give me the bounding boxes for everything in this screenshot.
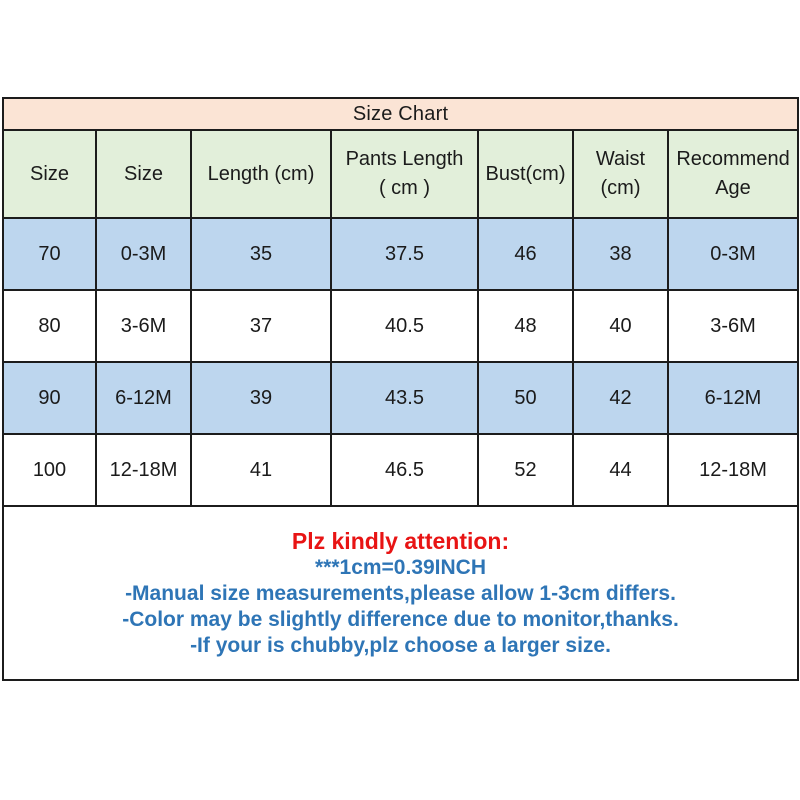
table-cell: 44 bbox=[572, 433, 669, 507]
table-cell: 37.5 bbox=[330, 217, 479, 291]
note-line-color-difference: -Color may be slightly difference due to… bbox=[122, 607, 679, 631]
table-row-100: 100 12-18M 41 46.5 52 44 12-18M bbox=[2, 433, 800, 507]
table-cell: 38 bbox=[572, 217, 669, 291]
table-cell: 3-6M bbox=[666, 289, 800, 363]
column-header-length: Length (cm) bbox=[190, 129, 332, 219]
column-header-waist: Waist (cm) bbox=[572, 129, 669, 219]
table-cell: 39 bbox=[190, 361, 332, 435]
table-cell: 43.5 bbox=[330, 361, 479, 435]
table-cell: 0-3M bbox=[666, 217, 800, 291]
column-header-size-age: Size bbox=[95, 129, 192, 219]
table-cell: 46.5 bbox=[330, 433, 479, 507]
column-header-size: Size bbox=[2, 129, 97, 219]
table-cell: 52 bbox=[477, 433, 574, 507]
table-cell: 46 bbox=[477, 217, 574, 291]
table-cell: 12-18M bbox=[666, 433, 800, 507]
table-cell: 40.5 bbox=[330, 289, 479, 363]
table-cell: 37 bbox=[190, 289, 332, 363]
title-row: Size Chart bbox=[1, 97, 800, 131]
note-line-manual-measure: -Manual size measurements,please allow 1… bbox=[125, 581, 676, 605]
table-cell: 48 bbox=[477, 289, 574, 363]
table-cell: 100 bbox=[2, 433, 97, 507]
table-row-90: 90 6-12M 39 43.5 50 42 6-12M bbox=[2, 361, 800, 435]
table-cell: 6-12M bbox=[666, 361, 800, 435]
table-cell: 0-3M bbox=[95, 217, 192, 291]
note-line-chubby: -If your is chubby,plz choose a larger s… bbox=[190, 633, 611, 657]
notes-row: Plz kindly attention: ***1cm=0.39INCH -M… bbox=[1, 505, 800, 681]
table-row-70: 70 0-3M 35 37.5 46 38 0-3M bbox=[2, 217, 800, 291]
table-cell: 80 bbox=[2, 289, 97, 363]
note-line-cm-inch: ***1cm=0.39INCH bbox=[315, 555, 487, 579]
column-header-pants-length: Pants Length ( cm ) bbox=[330, 129, 479, 219]
notes-section: Plz kindly attention: ***1cm=0.39INCH -M… bbox=[1, 505, 800, 681]
notes-heading: Plz kindly attention: bbox=[291, 527, 510, 554]
table-row-80: 80 3-6M 37 40.5 48 40 3-6M bbox=[2, 289, 800, 363]
table-cell: 35 bbox=[190, 217, 332, 291]
table-cell: 41 bbox=[190, 433, 332, 507]
size-chart-table: Size Chart Size Size Length (cm) Pants L… bbox=[1, 97, 800, 681]
table-cell: 40 bbox=[572, 289, 669, 363]
table-cell: 70 bbox=[2, 217, 97, 291]
table-cell: 6-12M bbox=[95, 361, 192, 435]
header-row: Size Size Length (cm) Pants Length ( cm … bbox=[2, 129, 800, 219]
page-title: Size Chart bbox=[1, 97, 800, 131]
table-cell: 50 bbox=[477, 361, 574, 435]
table-cell: 12-18M bbox=[95, 433, 192, 507]
column-header-bust: Bust(cm) bbox=[477, 129, 574, 219]
column-header-recommend-age: Recommend Age bbox=[666, 129, 800, 219]
table-cell: 90 bbox=[2, 361, 97, 435]
table-cell: 3-6M bbox=[95, 289, 192, 363]
table-cell: 42 bbox=[572, 361, 669, 435]
